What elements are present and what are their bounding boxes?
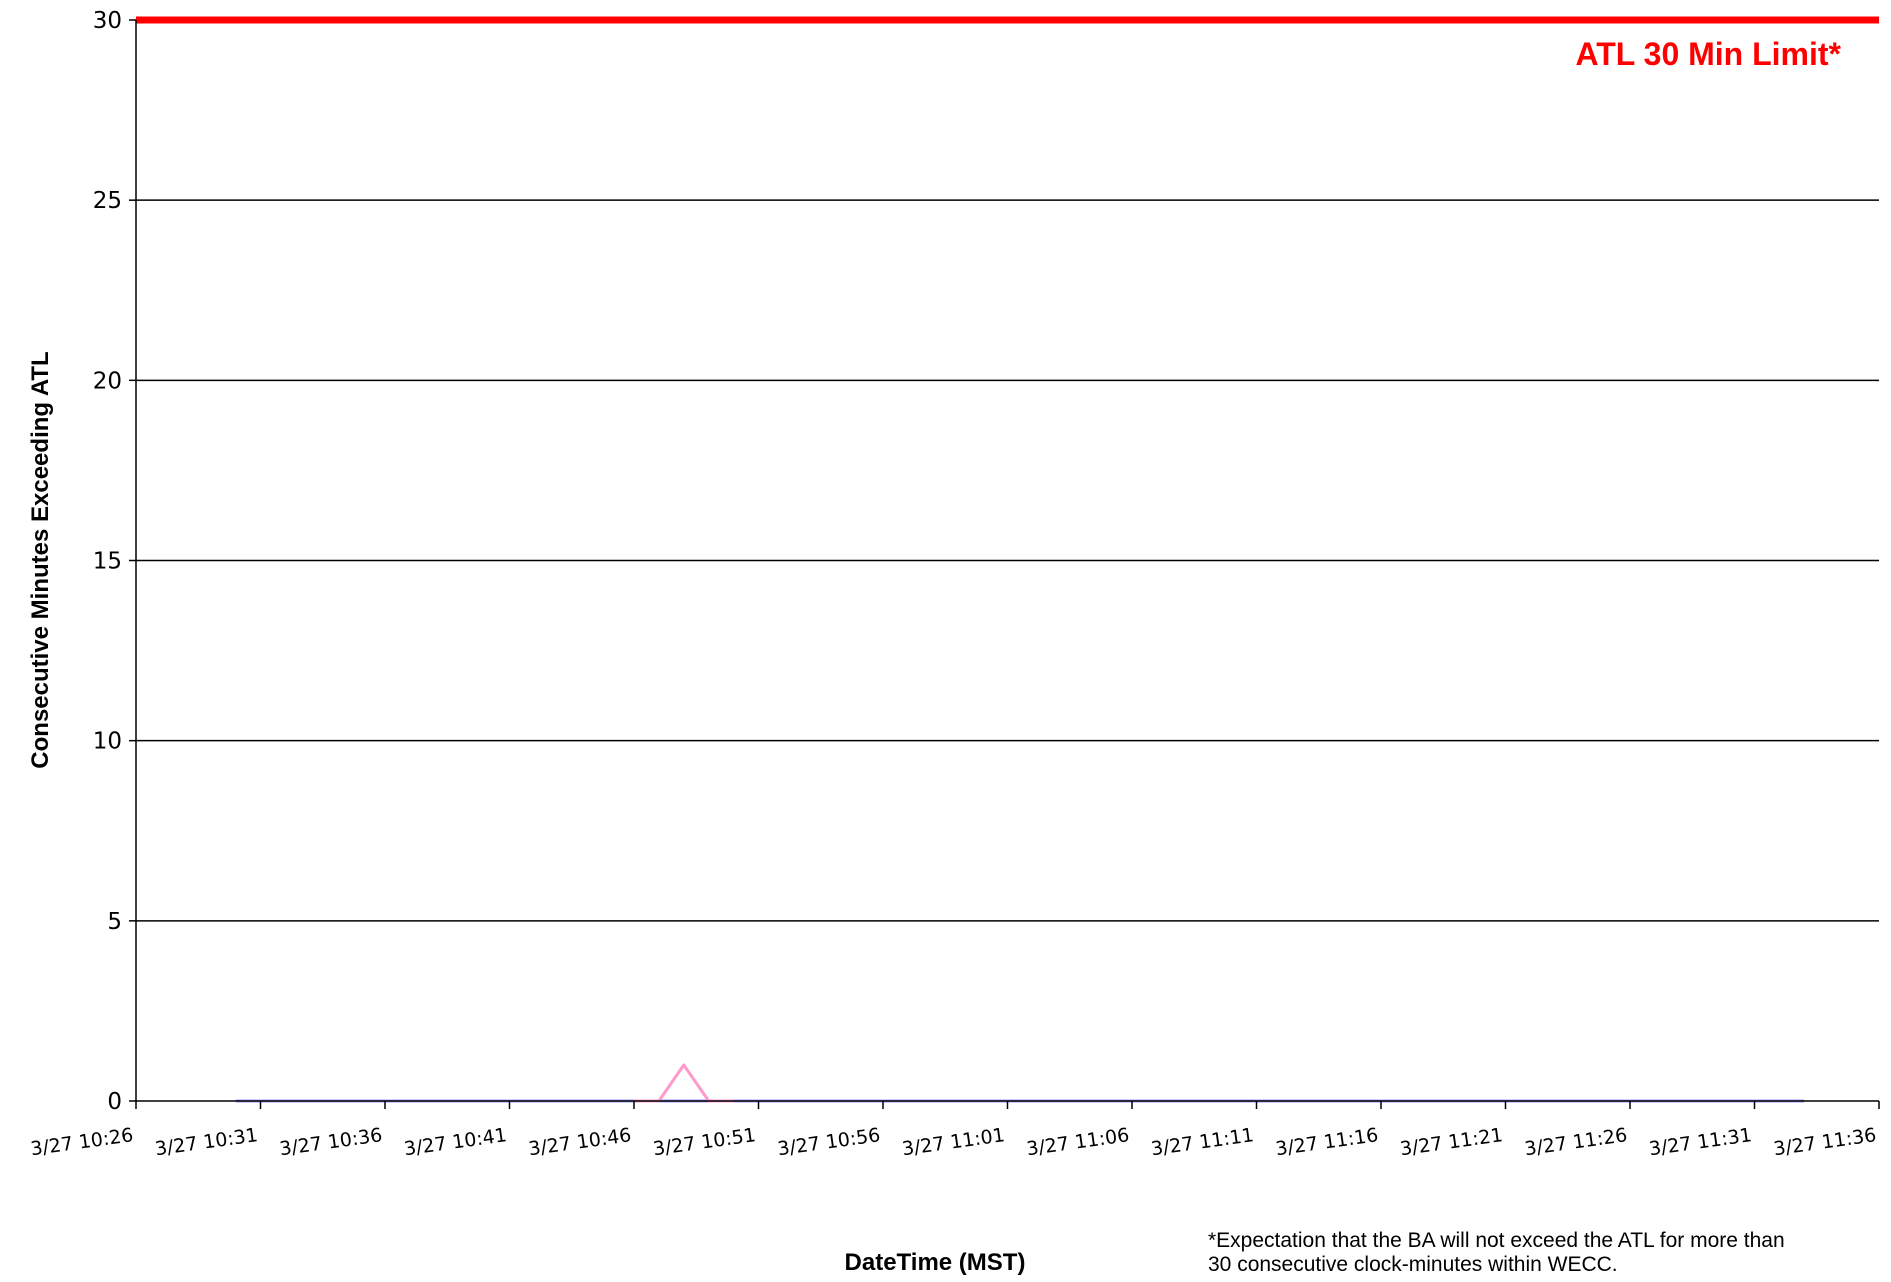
y-tick-label: 30: [93, 8, 122, 34]
y-tick-label: 25: [93, 188, 122, 214]
x-tick-label: 3/27 10:56: [776, 1124, 882, 1160]
x-tick-label: 3/27 11:21: [1399, 1124, 1505, 1160]
x-tick-label: 3/27 10:26: [29, 1124, 135, 1160]
y-axis-title: Consecutive Minutes Exceeding ATL: [27, 351, 54, 768]
x-tick-label: 3/27 11:16: [1274, 1124, 1380, 1160]
x-tick-label: 3/27 11:06: [1025, 1124, 1131, 1160]
x-tick-label: 3/27 10:41: [403, 1124, 509, 1160]
y-tick-label: 15: [93, 549, 122, 575]
y-tick-label: 20: [93, 368, 122, 394]
x-tick-label: 3/27 11:31: [1648, 1124, 1754, 1160]
x-tick-label: 3/27 11:36: [1772, 1124, 1878, 1160]
x-tick-label: 3/27 11:11: [1150, 1124, 1256, 1160]
x-tick-label: 3/27 11:26: [1523, 1124, 1629, 1160]
y-tick-label: 10: [93, 729, 122, 755]
footnote: *Expectation that the BA will not exceed…: [1208, 1229, 1888, 1277]
footnote-line-2: 30 consecutive clock-minutes within WECC…: [1208, 1253, 1618, 1276]
series-line-2: [634, 1063, 734, 1103]
y-tick-label: 5: [107, 909, 122, 935]
x-ticks: 3/27 10:26 3/27 10:31 3/27 10:36 3/27 10:41…: [29, 1101, 1880, 1160]
limit-label: ATL 30 Min Limit*: [1576, 36, 1842, 72]
x-tick-label: 3/27 10:31: [154, 1124, 260, 1160]
footnote-line-1: *Expectation that the BA will not exceed…: [1208, 1229, 1785, 1252]
x-tick-label: 3/27 10:36: [278, 1124, 384, 1160]
gridlines: [136, 199, 1879, 922]
x-axis-title: DateTime (MST): [845, 1249, 1026, 1276]
data-series: [235, 1063, 1805, 1103]
y-tick-label: 0: [107, 1089, 122, 1115]
y-ticks: 0 5 10 15 20 25 30: [93, 8, 136, 1115]
x-tick-label: 3/27 10:46: [527, 1124, 633, 1160]
x-tick-label: 3/27 11:01: [901, 1124, 1007, 1160]
x-tick-label: 3/27 10:51: [652, 1124, 758, 1160]
